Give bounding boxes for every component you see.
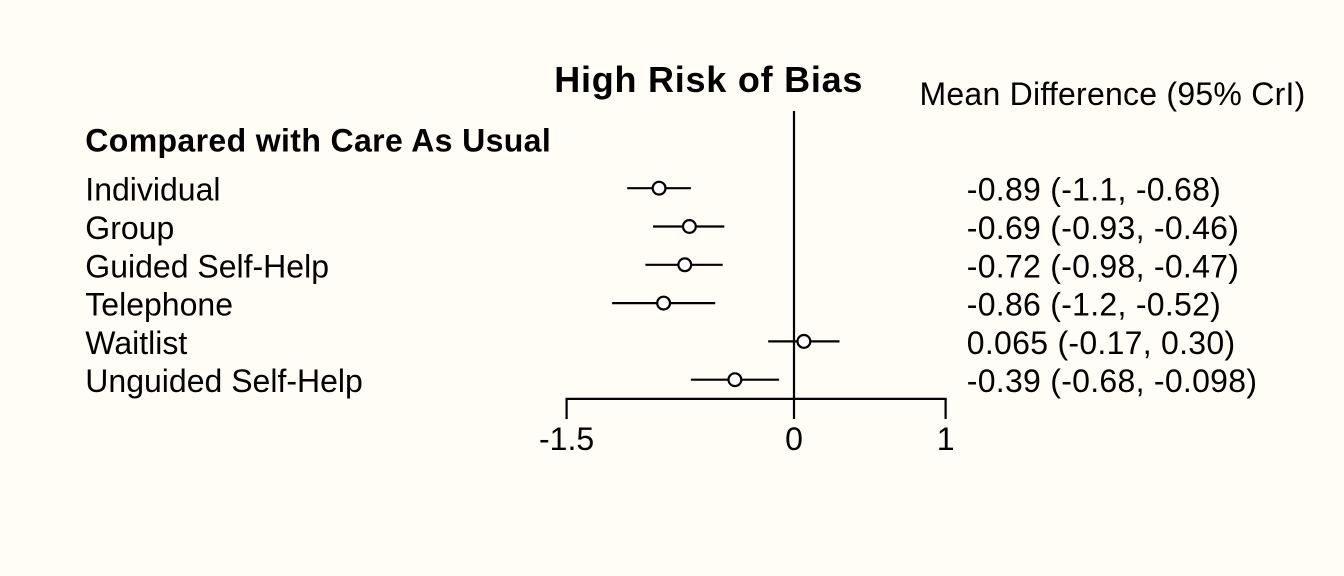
svg-text:0: 0 xyxy=(785,421,803,457)
svg-text:-0.86 (-1.2, -0.52): -0.86 (-1.2, -0.52) xyxy=(967,287,1221,323)
svg-text:-0.39 (-0.68, -0.098): -0.39 (-0.68, -0.098) xyxy=(967,363,1257,399)
svg-text:-0.89 (-1.1, -0.68): -0.89 (-1.1, -0.68) xyxy=(967,172,1221,208)
svg-text:Waitlist: Waitlist xyxy=(85,325,187,361)
svg-text:1: 1 xyxy=(937,421,955,457)
svg-text:-1.5: -1.5 xyxy=(539,421,594,457)
svg-text:Compared with Care As Usual: Compared with Care As Usual xyxy=(85,122,551,158)
svg-text:-0.69 (-0.93, -0.46): -0.69 (-0.93, -0.46) xyxy=(967,210,1239,246)
svg-text:Guided Self-Help: Guided Self-Help xyxy=(85,248,329,284)
svg-text:High Risk of Bias: High Risk of Bias xyxy=(554,59,863,100)
svg-text:Telephone: Telephone xyxy=(85,287,233,323)
svg-text:Mean Difference (95% CrI): Mean Difference (95% CrI) xyxy=(920,76,1306,112)
svg-text:0.065 (-0.17, 0.30): 0.065 (-0.17, 0.30) xyxy=(967,325,1236,361)
svg-text:Unguided Self-Help: Unguided Self-Help xyxy=(85,363,363,399)
svg-text:Individual: Individual xyxy=(85,172,220,208)
svg-text:-0.72 (-0.98, -0.47): -0.72 (-0.98, -0.47) xyxy=(967,248,1239,284)
svg-text:Group: Group xyxy=(85,210,174,246)
